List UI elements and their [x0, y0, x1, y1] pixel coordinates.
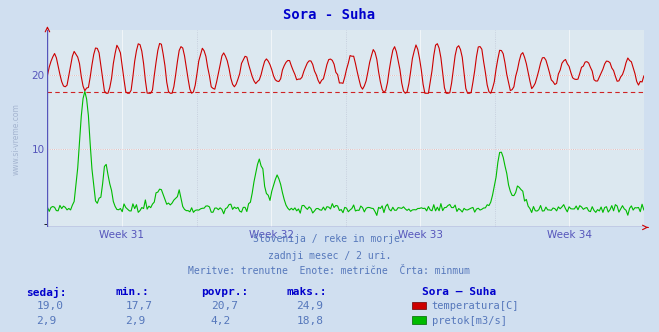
- Text: povpr.:: povpr.:: [201, 287, 248, 297]
- Text: Meritve: trenutne  Enote: metrične  Črta: minmum: Meritve: trenutne Enote: metrične Črta: …: [188, 266, 471, 276]
- Text: 2,9: 2,9: [36, 316, 57, 326]
- Text: 24,9: 24,9: [297, 301, 324, 311]
- Text: zadnji mesec / 2 uri.: zadnji mesec / 2 uri.: [268, 251, 391, 261]
- Text: pretok[m3/s]: pretok[m3/s]: [432, 316, 507, 326]
- Text: 4,2: 4,2: [211, 316, 231, 326]
- Text: 19,0: 19,0: [36, 301, 63, 311]
- Text: Sora – Suha: Sora – Suha: [422, 287, 496, 297]
- Text: maks.:: maks.:: [287, 287, 327, 297]
- Text: temperatura[C]: temperatura[C]: [432, 301, 519, 311]
- Text: 20,7: 20,7: [211, 301, 238, 311]
- Text: min.:: min.:: [115, 287, 149, 297]
- Text: Sora - Suha: Sora - Suha: [283, 8, 376, 22]
- Text: 17,7: 17,7: [125, 301, 152, 311]
- Text: sedaj:: sedaj:: [26, 287, 67, 298]
- Text: 18,8: 18,8: [297, 316, 324, 326]
- Text: 2,9: 2,9: [125, 316, 146, 326]
- Text: www.si-vreme.com: www.si-vreme.com: [12, 104, 21, 175]
- Text: Slovenija / reke in morje.: Slovenija / reke in morje.: [253, 234, 406, 244]
